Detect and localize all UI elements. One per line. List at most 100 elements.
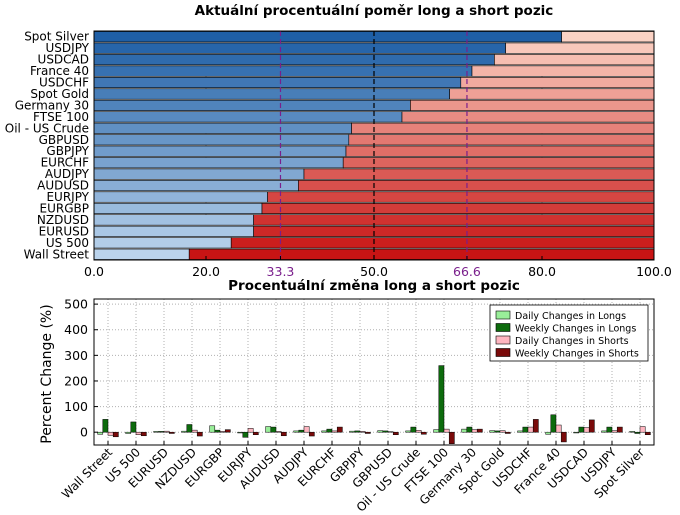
top-category-label: Oil - US Crude: [5, 121, 89, 135]
top-bar-short: [401, 111, 655, 123]
top-bar-short: [460, 77, 655, 89]
bottom-bar: [331, 430, 338, 433]
bottom-bar: [158, 431, 165, 433]
bottom-chart-y-ticks: 0 100 200 300 400 500: [64, 297, 98, 440]
top-category-label: EURJPY: [46, 190, 89, 204]
bottom-chart-frame: [93, 298, 655, 446]
top-bar-short: [230, 237, 655, 249]
bottom-chart-title: Procentuální změna long a short pozic: [228, 278, 520, 294]
bottom-bar: [298, 429, 305, 433]
top-bar-long: [93, 42, 506, 54]
legend-label: Daily Changes in Longs: [515, 311, 626, 322]
top-category-label: USDJPY: [46, 41, 90, 55]
top-bar-short: [345, 145, 655, 157]
bottom-bar: [573, 431, 580, 434]
top-bar-short: [298, 180, 655, 192]
bottom-chart-legend: Daily Changes in Longs Weekly Changes in …: [489, 304, 649, 362]
bottom-bar: [494, 430, 501, 433]
top-category-label: France 40: [30, 64, 89, 78]
top-category-label: AUDUSD: [37, 179, 89, 193]
bottom-bar: [471, 429, 478, 433]
bottom-bar: [219, 431, 226, 433]
top-chart-reference-lines: [279, 31, 468, 260]
bottom-bar: [181, 430, 188, 433]
bottom-bar: [382, 430, 389, 433]
top-bar-short: [253, 225, 655, 237]
top-x-tick-label: 50.0: [360, 264, 388, 279]
bottom-bar: [387, 431, 394, 433]
top-bar-short: [561, 31, 655, 43]
bottom-bar: [349, 430, 356, 433]
bottom-bar: [611, 430, 618, 433]
bottom-bar: [97, 431, 104, 435]
top-bar-short: [253, 214, 655, 226]
legend-label: Weekly Changes in Shorts: [515, 349, 639, 360]
legend-swatch: [495, 310, 511, 320]
top-bar-short: [303, 168, 655, 180]
bottom-bar: [321, 430, 328, 433]
bottom-bar: [550, 414, 557, 433]
bottom-bar: [275, 431, 282, 433]
legend-label: Weekly Changes in Longs: [515, 324, 636, 335]
top-chart-title: Aktuální procentuální poměr long a short…: [195, 3, 554, 19]
top-bar-long: [93, 202, 263, 214]
legend-swatch: [495, 348, 511, 357]
bottom-chart-y-axis-title: Percent Change (%): [39, 304, 55, 443]
top-chart-bars: [93, 31, 655, 260]
bottom-bar: [140, 431, 147, 437]
top-bar-long: [93, 111, 403, 123]
bottom-bar: [522, 426, 529, 433]
bottom-bar: [326, 428, 333, 433]
legend-swatch: [495, 323, 511, 332]
top-bar-long: [93, 214, 254, 226]
bottom-bar: [214, 429, 221, 433]
top-category-label: Spot Silver: [24, 30, 89, 44]
bottom-bar: [545, 431, 552, 435]
top-bar-long: [93, 122, 352, 134]
bottom-bar: [280, 431, 287, 437]
top-chart-x-ticks: 0.0 20.0 33.3 50.0 66.6 80.0 100.0: [84, 256, 672, 279]
bottom-bar: [461, 428, 468, 433]
bottom-bar: [186, 424, 193, 433]
bottom-bar: [359, 431, 366, 433]
bottom-bar: [489, 430, 496, 433]
top-bar-short: [471, 65, 655, 77]
bottom-bar: [527, 426, 534, 433]
bottom-y-tick-label: 100: [64, 399, 88, 414]
top-bar-short: [351, 122, 655, 134]
top-bar-long: [93, 168, 305, 180]
bottom-bar: [517, 430, 524, 433]
top-bar-short: [348, 134, 655, 146]
top-bar-short: [267, 191, 655, 203]
top-bar-long: [93, 157, 344, 169]
bottom-y-tick-label: 500: [64, 297, 88, 312]
bottom-chart-bars: [97, 365, 651, 444]
bottom-bar: [224, 429, 231, 433]
top-category-label: EURCHF: [41, 156, 90, 170]
bottom-bar: [629, 431, 636, 433]
top-bar-short: [449, 88, 655, 100]
bottom-bar: [377, 430, 384, 433]
bottom-bar: [303, 426, 310, 433]
top-category-label: AUDJPY: [45, 167, 90, 181]
top-bar-long: [93, 65, 473, 77]
bottom-bar: [443, 428, 450, 433]
bottom-bar: [163, 430, 170, 433]
bottom-bar: [644, 431, 651, 436]
top-bar-short: [505, 42, 655, 54]
bottom-bar: [364, 431, 371, 434]
top-category-label: EURUSD: [39, 224, 89, 238]
top-category-label: US 500: [46, 236, 89, 250]
bottom-bar: [560, 431, 567, 443]
top-x-tick-label: 100.0: [636, 264, 672, 279]
bottom-bar: [135, 431, 142, 436]
top-bar-long: [93, 191, 268, 203]
top-bar-short: [342, 157, 655, 169]
top-category-label: FTSE 100: [33, 110, 89, 124]
bottom-bar: [476, 428, 483, 433]
bottom-bar: [532, 419, 539, 433]
bottom-bar: [237, 431, 244, 434]
